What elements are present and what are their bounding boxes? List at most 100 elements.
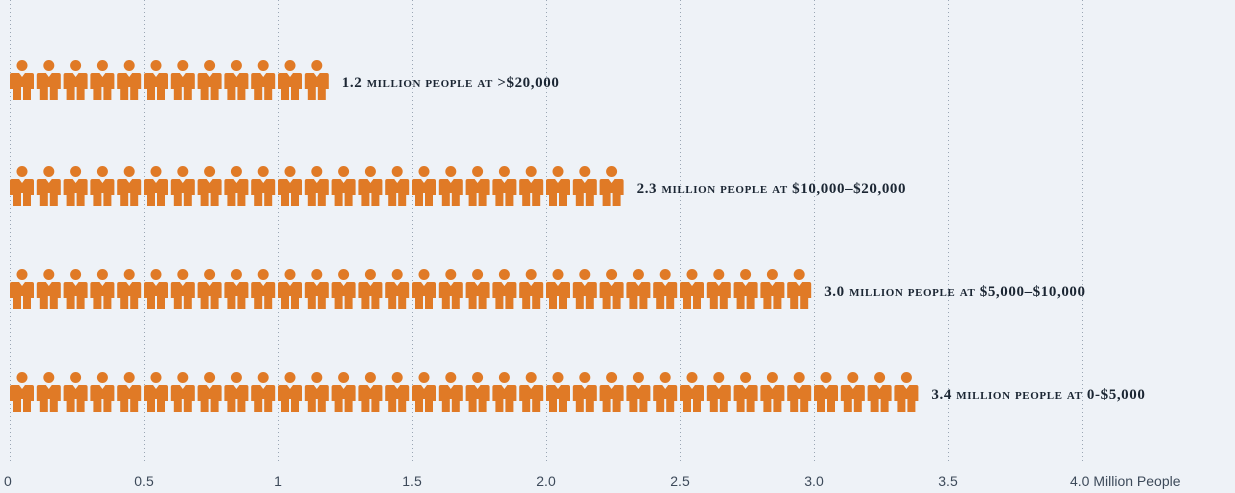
x-tick-label-1: 0.5: [134, 473, 154, 489]
icon-row-3: [10, 372, 919, 412]
person-icon: [814, 372, 838, 412]
person-icon: [197, 60, 222, 100]
person-icon: [117, 166, 142, 206]
person-icon: [278, 60, 302, 100]
person-icon: [117, 60, 142, 100]
x-tick-label-6: 3.0: [804, 473, 824, 489]
icon-rows: [10, 60, 919, 412]
person-icon: [492, 166, 517, 206]
person-icon: [465, 269, 490, 309]
person-icon: [331, 166, 356, 206]
person-icon: [706, 269, 731, 309]
person-icon: [358, 166, 383, 206]
person-icon: [438, 269, 463, 309]
person-icon: [599, 166, 624, 206]
person-icon: [787, 269, 812, 309]
x-axis-ticks: 0 0.5 1 1.5 2.0 2.5 3.0 3.5 4.0 Million People: [4, 473, 1181, 489]
person-icon: [144, 60, 168, 100]
person-icon: [144, 269, 168, 309]
person-icon: [465, 372, 490, 412]
person-icon: [840, 372, 865, 412]
person-icon: [278, 166, 302, 206]
person-icon: [572, 269, 597, 309]
person-icon: [36, 166, 61, 206]
person-icon: [653, 372, 678, 412]
person-icon: [572, 372, 597, 412]
person-icon: [224, 372, 249, 412]
person-icon: [760, 372, 785, 412]
person-icon: [251, 372, 276, 412]
person-icon: [197, 269, 222, 309]
person-icon: [278, 372, 302, 412]
person-icon: [894, 372, 919, 412]
person-icon: [170, 372, 195, 412]
person-icon: [546, 166, 570, 206]
person-icon: [412, 269, 436, 309]
person-icon: [10, 166, 34, 206]
person-icon: [63, 269, 88, 309]
person-icon: [385, 166, 410, 206]
person-icon: [412, 166, 436, 206]
person-icon: [680, 269, 704, 309]
person-icon: [90, 372, 115, 412]
row-label-1: 2.3 million people at $10,000–$20,000: [637, 181, 907, 197]
person-icon: [10, 372, 34, 412]
person-icon: [626, 372, 651, 412]
person-icon: [36, 60, 61, 100]
person-icon: [90, 60, 115, 100]
person-icon: [90, 166, 115, 206]
person-icon: [465, 166, 490, 206]
person-icon: [438, 372, 463, 412]
person-icon: [680, 372, 704, 412]
person-icon: [492, 269, 517, 309]
person-icon: [251, 166, 276, 206]
row-label-3: 3.4 million people at 0-$5,000: [931, 387, 1145, 403]
person-icon: [170, 166, 195, 206]
person-icon: [412, 372, 436, 412]
person-icon: [599, 269, 624, 309]
person-icon: [572, 166, 597, 206]
person-icon: [546, 269, 570, 309]
person-icon: [144, 166, 168, 206]
person-icon: [519, 269, 544, 309]
person-icon: [385, 269, 410, 309]
x-tick-label-4: 2.0: [536, 473, 556, 489]
row-label-0: 1.2 million people at >$20,000: [342, 75, 560, 91]
person-icon: [278, 269, 302, 309]
person-icon: [63, 60, 88, 100]
row-labels: 1.2 million people at >$20,000 2.3 millio…: [342, 75, 1145, 403]
person-icon: [117, 372, 142, 412]
icon-row-1: [10, 166, 624, 206]
x-tick-label-3: 1.5: [402, 473, 422, 489]
x-tick-label-8: 4.0 Million People: [1070, 473, 1181, 489]
person-icon: [10, 60, 34, 100]
person-icon: [706, 372, 731, 412]
person-icon: [170, 60, 195, 100]
x-tick-label-0: 0: [4, 473, 12, 489]
person-icon: [304, 166, 329, 206]
person-icon: [224, 60, 249, 100]
person-icon: [787, 372, 812, 412]
person-icon: [197, 166, 222, 206]
icon-row-0: [10, 60, 329, 100]
person-icon: [385, 372, 410, 412]
person-icon: [36, 372, 61, 412]
person-icon: [63, 372, 88, 412]
person-icon: [358, 269, 383, 309]
person-icon: [251, 269, 276, 309]
row-label-2: 3.0 million people at $5,000–$10,000: [824, 284, 1085, 300]
person-icon: [760, 269, 785, 309]
person-icon: [304, 60, 329, 100]
person-icon: [519, 372, 544, 412]
person-icon: [304, 269, 329, 309]
person-icon: [224, 269, 249, 309]
person-icon: [358, 372, 383, 412]
person-icon: [90, 269, 115, 309]
person-icon: [733, 269, 758, 309]
x-tick-label-7: 3.5: [938, 473, 958, 489]
person-icon: [197, 372, 222, 412]
person-icon: [331, 269, 356, 309]
x-tick-label-5: 2.5: [670, 473, 690, 489]
person-icon: [599, 372, 624, 412]
